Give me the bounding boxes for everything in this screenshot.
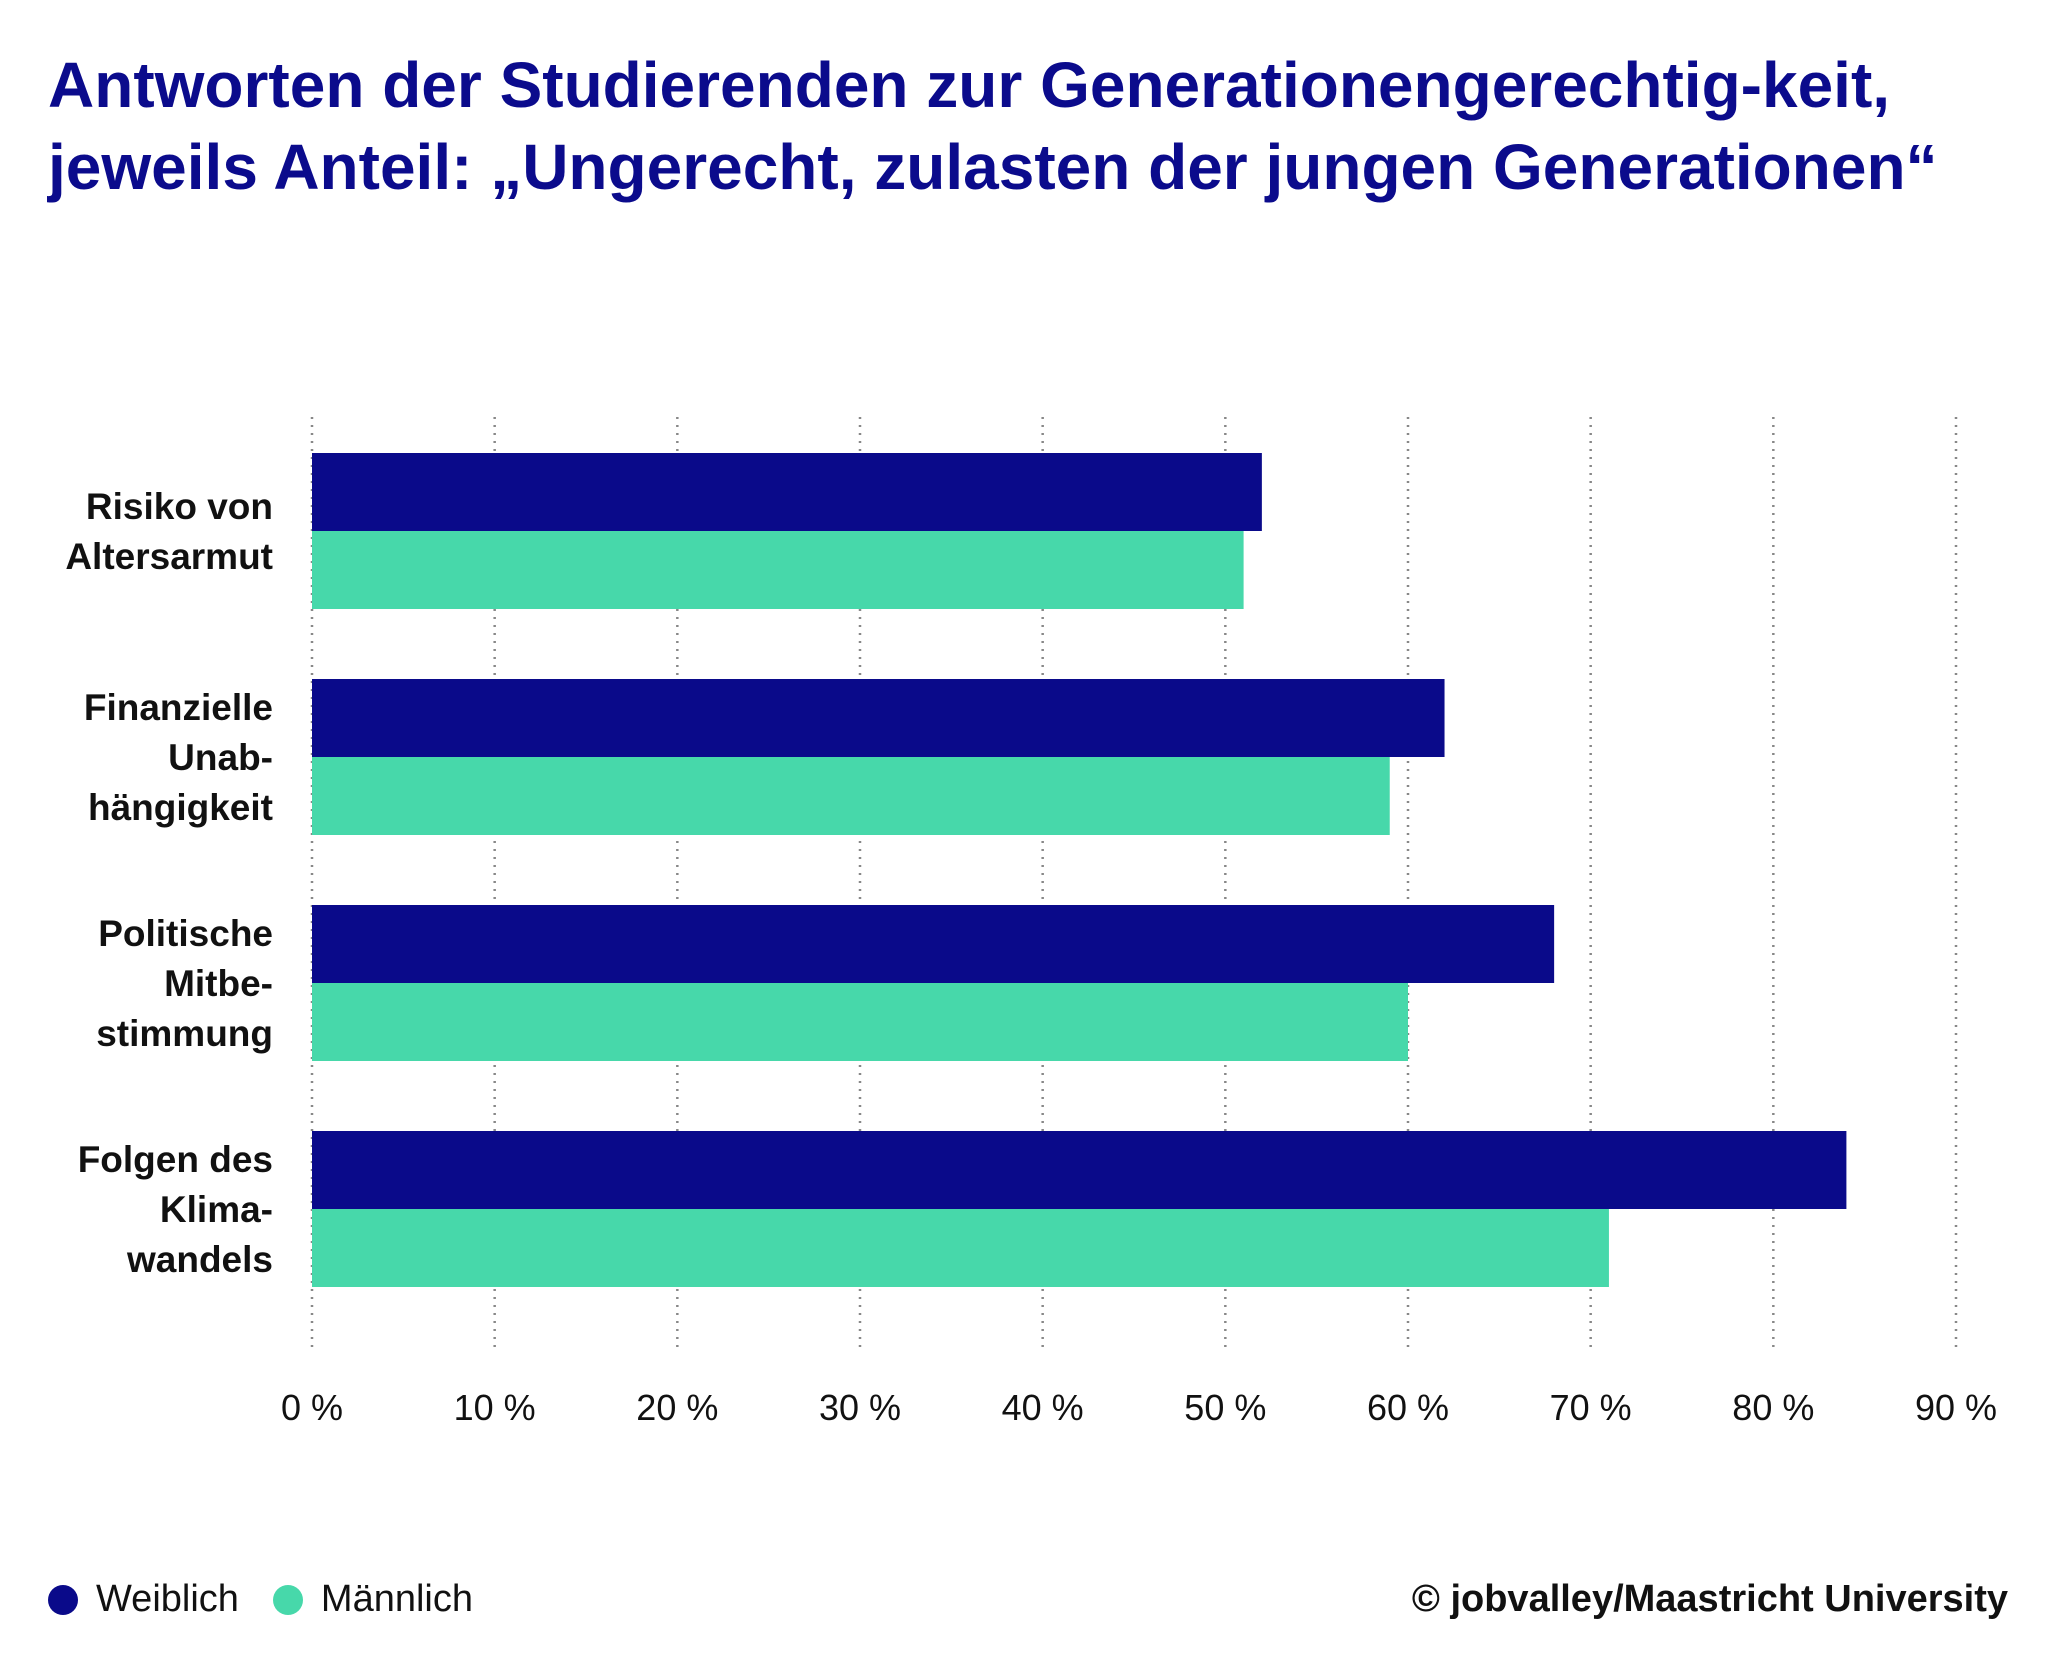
legend-swatch-weiblich [48,1584,78,1615]
category-label: Finanzielle [84,687,273,728]
x-tick-label: 30 % [819,1387,901,1428]
bar-männlich [312,757,1390,835]
legend-item-maennlich: Männlich [272,1578,473,1621]
legend-item-weiblich: Weiblich [48,1578,239,1621]
bar-männlich [312,531,1244,609]
x-tick-label: 70 % [1550,1387,1632,1428]
category-label: Klima- [160,1189,273,1230]
category-label: hängigkeit [88,787,273,828]
legend-label: Männlich [320,1578,473,1620]
source-credit: © jobvalley/Maastricht University [1411,1578,2008,1620]
bar-weiblich [312,1131,1847,1209]
category-label: Politische [98,913,273,954]
x-tick-label: 0 % [281,1387,343,1428]
category-label: wandels [126,1239,273,1280]
legend-swatch-maennlich [272,1584,303,1615]
bar-männlich [312,1209,1609,1287]
bar-männlich [312,983,1408,1061]
category-label: Risiko von [86,486,273,527]
category-label: Unab- [168,737,273,778]
chart-title: Antworten der Studierenden zur Generatio… [48,49,1938,203]
bar-weiblich [312,905,1555,983]
x-tick-label: 60 % [1367,1387,1449,1428]
bar-weiblich [312,679,1445,757]
x-tick-label: 40 % [1002,1387,1084,1428]
category-label: Altersarmut [65,536,273,577]
x-tick-label: 80 % [1732,1387,1814,1428]
legend: Weiblich Männlich [48,1578,507,1621]
x-tick-label: 10 % [454,1387,536,1428]
x-tick-label: 90 % [1915,1387,1997,1428]
category-label: Folgen des [78,1139,273,1180]
legend-label: Weiblich [96,1578,239,1620]
category-label: Mitbe- [164,963,273,1004]
bar-weiblich [312,453,1262,531]
x-tick-label: 20 % [636,1387,718,1428]
category-label: stimmung [96,1013,273,1054]
x-tick-label: 50 % [1184,1387,1266,1428]
